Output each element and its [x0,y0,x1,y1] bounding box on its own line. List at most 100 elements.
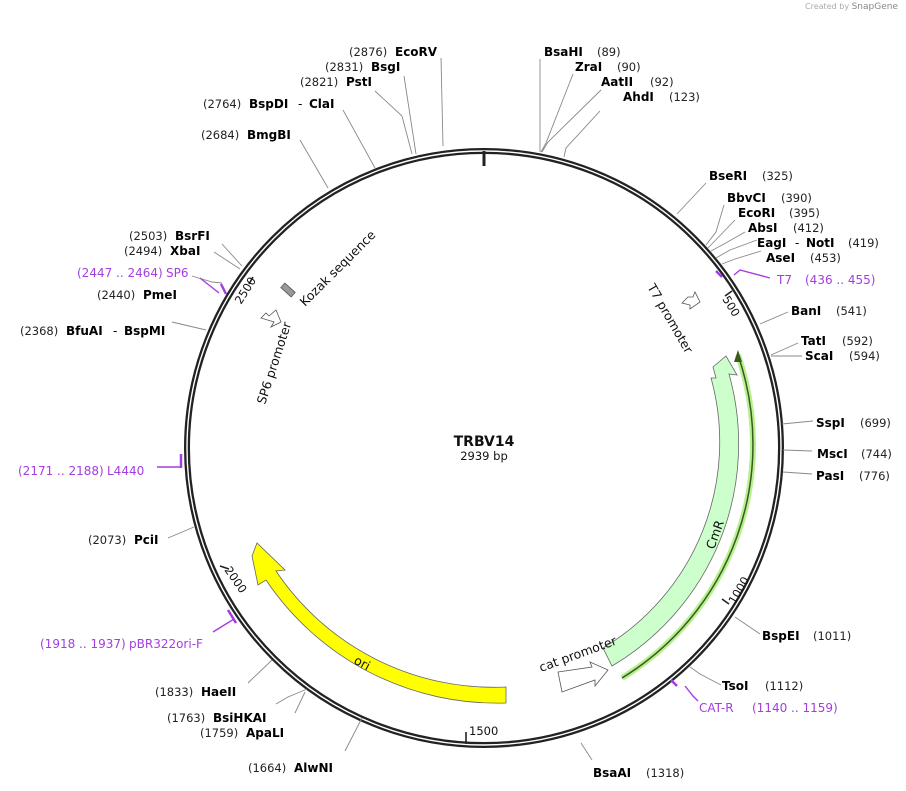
primer-pbr322ori-f[interactable]: (1918 .. 1937) pBR322ori-F [40,637,203,651]
svg-text:BsaHI: BsaHI [544,45,583,59]
svg-text:CAT-R: CAT-R [699,701,734,715]
svg-text:(89): (89) [597,45,621,59]
svg-text:(2440): (2440) [97,288,135,302]
enzyme-site-sspi[interactable]: SspI (699) [816,416,891,430]
svg-text:(2821): (2821) [300,75,338,89]
credit-prefix: Created by [805,2,850,11]
enzyme-site-ecorv[interactable]: (2876) EcoRV [349,45,438,59]
svg-text:TsoI: TsoI [722,679,748,693]
primer-t7[interactable]: T7 (436 .. 455) [776,273,875,287]
svg-text:(2831): (2831) [325,60,363,74]
svg-text:AbsI: AbsI [748,221,777,235]
t7-promoter-arrow[interactable] [681,291,701,310]
svg-text:(1140 .. 1159): (1140 .. 1159) [752,701,838,715]
enzyme-site-bspdi-clai[interactable]: (2764) BspDI - ClaI [203,97,334,111]
cmr-feature[interactable] [602,355,739,667]
svg-text:(2368): (2368) [20,324,58,338]
kozak-feature[interactable] [280,282,296,298]
svg-text:BsaAI: BsaAI [593,766,631,780]
enzyme-site-bani[interactable]: BanI (541) [791,304,867,318]
svg-text:ScaI: ScaI [805,349,833,363]
snapgene-credit: Created by SnapGene [805,2,898,12]
svg-text:(412): (412) [793,221,824,235]
tick-2500: 2500 [232,274,259,306]
svg-text:(699): (699) [860,416,891,430]
tick-1000: 1000 [725,574,752,606]
enzyme-site-bfuai-bspmi[interactable]: (2368) BfuAI - BspMI [20,324,165,338]
svg-text:-: - [795,236,799,250]
enzyme-site-bbvci[interactable]: BbvCI (390) [727,191,812,205]
cmr-orf-line [621,354,754,679]
primer-cat-r[interactable]: CAT-R (1140 .. 1159) [699,701,838,715]
enzyme-site-absi[interactable]: AbsI (412) [748,221,824,235]
svg-text:(395): (395) [789,206,820,220]
enzyme-site-tsoi[interactable]: TsoI (1112) [722,679,803,693]
enzyme-site-zrai[interactable]: ZraI (90) [575,60,641,74]
svg-text:(744): (744) [861,447,892,461]
svg-text:(90): (90) [617,60,641,74]
enzyme-site-alwni[interactable]: (1664) AlwNI [248,761,333,775]
enzyme-site-ahdi[interactable]: AhdI (123) [623,90,700,104]
enzyme-site-bspei[interactable]: BspEI (1011) [762,629,851,643]
enzyme-site-scai[interactable]: ScaI (594) [805,349,880,363]
primer-sp6[interactable]: (2447 .. 2464) SP6 [77,266,189,280]
svg-text:(419): (419) [848,236,879,250]
svg-text:(776): (776) [859,469,890,483]
svg-text:L4440: L4440 [107,464,144,478]
ori-feature[interactable] [251,542,507,704]
enzyme-site-bsrfi[interactable]: (2503) BsrFI [129,229,210,243]
enzyme-site-tati[interactable]: TatI (592) [801,334,873,348]
enzyme-site-pasi[interactable]: PasI (776) [816,469,890,483]
svg-text:PmeI: PmeI [143,288,177,302]
enzyme-site-bmgbi[interactable]: (2684) BmgBI [201,128,291,142]
svg-text:(1759): (1759) [200,726,238,740]
enzyme-site-pmei[interactable]: (2440) PmeI [97,288,177,302]
svg-text:(2876): (2876) [349,45,387,59]
svg-text:EagI: EagI [757,236,786,250]
svg-text:PciI: PciI [134,533,159,547]
enzyme-name: BspDI [249,97,288,111]
enzyme-site-bsaai[interactable]: BsaAI (1318) [593,766,684,780]
enzyme-leader-lines [167,57,814,761]
svg-text:T7: T7 [776,273,792,287]
enzyme-site-aatii[interactable]: AatII (92) [601,75,674,89]
svg-text:(1918 .. 1937): (1918 .. 1937) [40,637,126,651]
enzyme-site-bsgi[interactable]: (2831) BsgI [325,60,400,74]
enzyme-name-2: ClaI [309,97,334,111]
svg-text:(1112): (1112) [765,679,803,693]
tick-1500: 1500 [469,724,498,738]
svg-text:HaeII: HaeII [201,685,236,699]
svg-text:(2494): (2494) [124,244,162,258]
svg-text:BbvCI: BbvCI [727,191,766,205]
enzyme-site-apali[interactable]: (1759) ApaLI [200,726,284,740]
enzyme-site-psti[interactable]: (2821) PstI [300,75,372,89]
sp6-promoter-arrow[interactable] [260,309,282,328]
svg-text:SspI: SspI [816,416,845,430]
enzyme-site-asei[interactable]: AseI (453) [766,251,841,265]
svg-text:(325): (325) [762,169,793,183]
enzyme-site-haeii[interactable]: (1833) HaeII [155,685,236,699]
sp6-promoter-label: SP6 promoter [254,319,295,406]
primer-l4440[interactable]: (2171 .. 2188) L4440 [18,464,144,478]
enzyme-site-ecori[interactable]: EcoRI (395) [738,206,820,220]
enzyme-site-bsahi[interactable]: BsaHI (89) [544,45,621,59]
enzyme-site-bsihkai[interactable]: (1763) BsiHKAI [167,711,267,725]
svg-text:BsiHKAI: BsiHKAI [213,711,267,725]
svg-text:(592): (592) [842,334,873,348]
svg-text:AseI: AseI [766,251,795,265]
svg-text:(1763): (1763) [167,711,205,725]
svg-text:BspEI: BspEI [762,629,800,643]
enzyme-site-xbai[interactable]: (2494) XbaI [124,244,200,258]
ori-label: ori [352,652,373,673]
svg-text:AhdI: AhdI [623,90,654,104]
enzyme-site-msci[interactable]: MscI (744) [817,447,892,461]
enzyme-site-pcii[interactable]: (2073) PciI [88,533,159,547]
svg-text:-: - [298,97,302,111]
enzyme-site-eagi-noti[interactable]: EagI - NotI (419) [757,236,879,250]
enzyme-name: BmgBI [247,128,291,142]
svg-text:NotI: NotI [806,236,835,250]
svg-text:-: - [113,324,117,338]
enzyme-site-bseri[interactable]: BseRI (325) [709,169,793,183]
cat-promoter-arrow[interactable] [557,661,609,693]
